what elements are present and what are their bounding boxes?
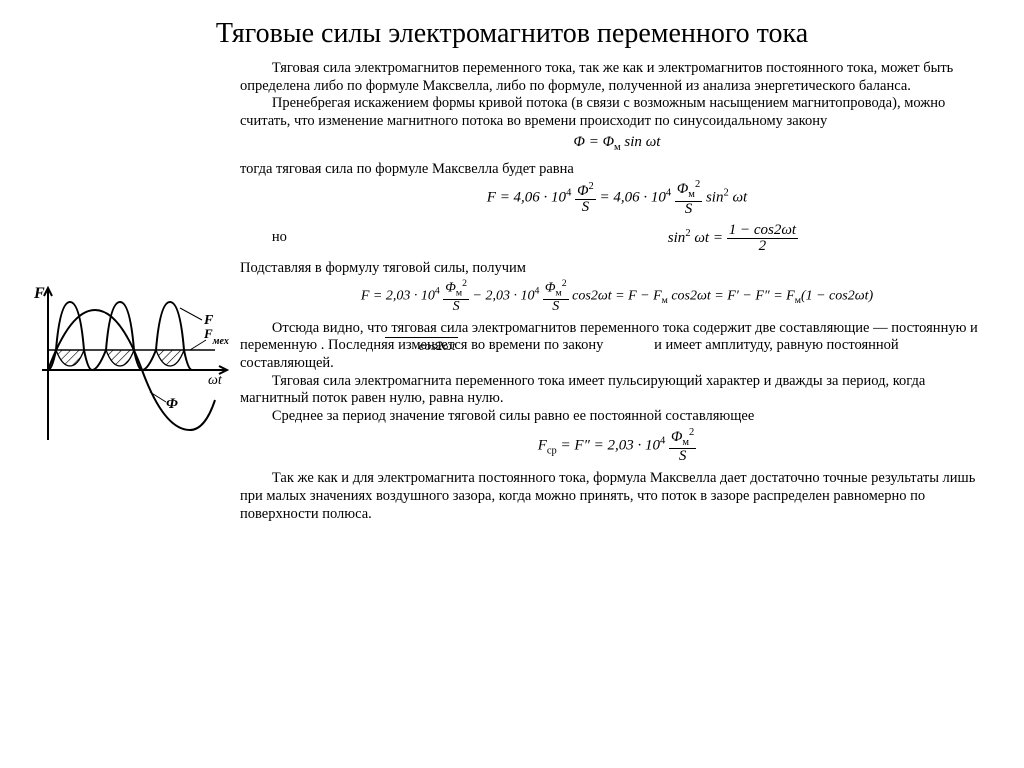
paragraph-3: тогда тяговая сила по формуле Максвелла … bbox=[240, 161, 994, 179]
formula-F-expanded: F = 2,03 · 104 Φм2S − 2,03 · 104 Φм2S co… bbox=[240, 279, 994, 313]
curve-label-Fmech: Fмех bbox=[203, 326, 229, 347]
but-row: но sin2 ωt = 1 − cos2ωt2 bbox=[240, 223, 994, 254]
paragraph-6: Тяговая сила электромагнита переменного … bbox=[240, 373, 994, 408]
inline-cos2wt: cos2ωt bbox=[385, 337, 458, 354]
content-row: F ωt F Fмех Φ Тяговая сила электромагнит… bbox=[30, 60, 994, 523]
formula-sin2: sin2 ωt = 1 − cos2ωt2 bbox=[472, 223, 994, 254]
curve-label-Phi: Φ bbox=[166, 396, 178, 412]
but-label: но bbox=[240, 229, 472, 247]
force-waveform-diagram: F ωt F Fмех Φ bbox=[30, 280, 230, 450]
axis-label-wt: ωt bbox=[208, 373, 223, 388]
text-column: Тяговая сила электромагнитов переменного… bbox=[240, 60, 994, 523]
formula-F-maxwell: F = 4,06 · 104 Φ2S = 4,06 · 104 Φм2S sin… bbox=[240, 180, 994, 217]
formula-Fcp: Fср = F″ = 2,03 · 104 Φм2S bbox=[240, 428, 994, 465]
paragraph-2: Пренебрегая искажением формы кривой пото… bbox=[240, 95, 994, 130]
figure-column: F ωt F Fмех Φ bbox=[30, 60, 240, 450]
paragraph-7: Среднее за период значение тяговой силы … bbox=[240, 408, 994, 426]
page-title: Тяговые силы электромагнитов переменного… bbox=[30, 18, 994, 50]
formula-phi: Φ = Φм sin ωt bbox=[240, 133, 994, 155]
paragraph-8: Так же как и для электромагнита постоянн… bbox=[240, 470, 994, 523]
axis-label-F: F bbox=[33, 285, 45, 302]
paragraph-1: Тяговая сила электромагнитов переменного… bbox=[240, 60, 994, 95]
paragraph-5: Отсюда видно, что тяговая сила электрома… bbox=[240, 320, 994, 373]
paragraph-4: Подставляя в формулу тяговой силы, получ… bbox=[240, 260, 994, 278]
